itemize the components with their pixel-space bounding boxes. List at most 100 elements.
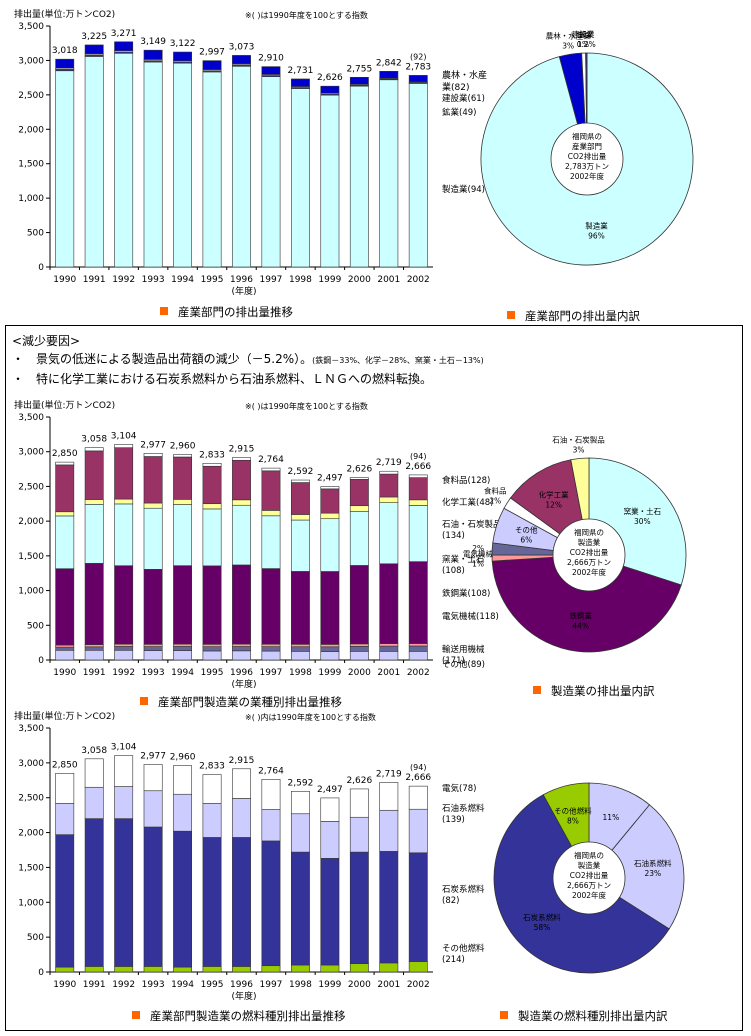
pie-center-text: 福岡県の [574,528,604,537]
bar-total-label: 3,058 [81,746,107,756]
x-tick-label: 1998 [289,668,312,678]
caption-fuel-trend: 産業部門製造業の燃料種別排出量推移 [132,1008,346,1024]
bar-segment-8 [143,453,163,457]
y-tick-label: 2,000 [18,829,44,839]
caption-fuel-breakdown: 製造業の燃料種別排出量内訳 [500,1008,668,1024]
bar-segment-1 [232,65,251,268]
series-label: 製造業(94) [442,184,485,195]
series-label: (139) [442,815,465,825]
pie-slice-name: 製造業 [585,220,608,230]
x-tick-label: 2001 [377,668,400,678]
y-tick-label: 1,500 [18,160,44,170]
pie-slice-label: 3% [573,445,585,454]
bar-total-label: 2,783 [405,62,431,72]
series-label: 石油・石炭製品 [442,519,502,530]
y-tick-label: 500 [27,229,44,239]
bar-total-label: 2,833 [199,761,225,771]
caption-text: 製造業の燃料種別排出量内訳 [518,1009,668,1023]
bar-segment-1 [173,62,193,268]
caption-manufacturing-breakdown: 製造業の排出量内訳 [533,683,655,699]
y-tick-label: 3,000 [18,448,44,458]
caption-industry-trend: 産業部門の排出量推移 [160,304,293,320]
series-label: 石炭系燃料 [442,884,485,895]
x-tick-label: 1998 [289,980,312,990]
bar-segment-4 [290,78,310,87]
reason-line-1-detail: (鉄鋼－33%、化学－28%、窯業・土石－13%) [312,356,484,365]
pie-center-text: 2,783万トン [565,162,609,171]
y-tick-label: 2,500 [18,482,44,492]
pie-center-hole [552,518,626,592]
chart-note: ※( )は1990年度を100とする指数 [245,10,368,20]
bar-segment-1 [261,76,281,268]
x-tick-label: 1998 [289,275,312,285]
bar-total-label: 2,960 [170,753,196,763]
x-tick-label: 1992 [112,980,135,990]
pie-slice-2 [491,554,682,653]
series-label: (214) [442,955,465,965]
y-tick-label: 2,000 [18,517,44,527]
bar-segment-4 [114,755,134,787]
bar-segment-1 [143,61,163,268]
pie-center-text: 製造業 [578,860,601,870]
bar-segment-1 [84,56,104,268]
chart-note: ※( )内は1990年度を100とする指数 [245,712,376,722]
pie-center-text: CO2排出量 [570,870,609,880]
bar-segment-8 [232,457,251,461]
series-label: 農林・水産 [442,69,487,81]
x-axis-title: (年度) [231,285,256,297]
y-tick-label: 1,500 [18,863,44,873]
pie-center-text: 福岡県の [572,132,602,141]
series-label: 電気(78) [442,783,476,794]
x-axis-title: (年度) [231,678,256,690]
pie-center-hole [552,841,626,915]
bar-total-label: 2,833 [199,450,225,460]
chart-note: ※( )は1990年度を100とする指数 [245,401,368,411]
series-label: 建設業(61) [442,93,485,104]
pie-slice-label: 30% [634,517,651,526]
x-tick-label: 1992 [112,275,135,285]
y-tick-label: 500 [27,621,44,631]
pie-slice-name: 石炭系燃料 [523,912,561,922]
bar-segment-8 [173,454,193,458]
pie-slice-name: 鉱業 [579,29,594,39]
bar-total-label: 2,915 [229,445,255,455]
bullet-marker [533,686,541,694]
series-label: 業(82) [442,81,469,93]
y-tick-label: 2,500 [18,91,44,101]
bar-total-label: 2,960 [170,441,196,451]
bar-segment-4 [202,60,222,70]
pie-slice-label: 6% [520,536,532,545]
bar-segment-4 [173,765,193,795]
x-tick-label: 2002 [407,275,430,285]
pie-slice-label: 58% [534,923,551,932]
bar-segment-8 [320,486,340,490]
bar-segment-4 [320,85,340,94]
series-label: 窯業・土石 [442,554,485,565]
bar-segment-8 [379,470,399,475]
y-axis-title: 排出量(単位:万トンCO2) [14,710,115,722]
bullet-marker [500,1011,508,1019]
bar-total-label: 3,018 [52,46,78,56]
x-tick-label: 2000 [348,275,371,285]
x-tick-label: 2001 [377,275,400,285]
pie-slice-label: 1% [577,40,589,49]
bar-segment-4 [55,58,75,69]
y-tick-label: 0 [38,263,44,273]
pie-slice-label: 2% [472,544,484,553]
y-tick-label: 0 [38,968,44,978]
series-label: (108) [442,566,465,576]
x-tick-label: 1996 [230,980,253,990]
bar-segment-8 [408,474,428,478]
bar-segment-4 [379,71,399,79]
x-tick-label: 1996 [230,275,253,285]
reason-line-2: ・ 特に化学工業における石炭系燃料から石油系燃料、ＬＮＧへの燃料転換。 [12,372,433,386]
x-tick-label: 1996 [230,668,253,678]
bar-total-label: 3,122 [170,39,196,49]
pie-slice-label: 2% [489,497,501,506]
bar-index-label: (94) [410,452,426,461]
x-tick-label: 1991 [83,275,106,285]
series-label: 鉄鋼業(108) [442,588,490,599]
pie-slice-name: 石油・石炭製品 [552,434,605,444]
series-label: (82) [442,896,459,906]
bar-segment-4 [84,758,104,788]
